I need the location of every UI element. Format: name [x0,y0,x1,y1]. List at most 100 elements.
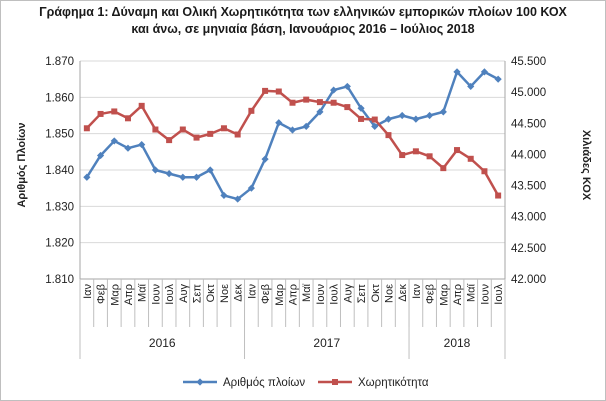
data-point [275,88,282,95]
data-point [344,104,351,111]
month-label: Φεβ [96,284,108,304]
data-point [248,107,255,114]
data-point [220,191,228,200]
data-point [398,111,406,120]
left-tick-label: 1.850 [45,129,74,141]
right-tick-label: 44.000 [511,149,546,161]
data-point [289,99,296,106]
left-tick-label: 1.830 [45,201,74,213]
right-tick-label: 43.500 [511,181,546,193]
data-point [234,195,242,203]
data-point [166,137,173,144]
data-point [220,125,227,132]
month-label: Απρ [123,284,135,305]
month-label: Σεπ [356,284,368,304]
month-label: Δεκ [397,284,409,302]
data-point [453,68,461,76]
right-tick-label: 44.500 [511,118,546,130]
month-label: Απρ [452,284,464,305]
data-point [165,170,173,178]
data-point [357,104,365,112]
legend-marker [196,378,204,386]
data-point [124,144,132,152]
legend-label: Αριθμός πλοίων [223,377,305,389]
data-point [192,173,201,181]
data-point [302,122,310,130]
right-tick-label: 45.000 [511,87,546,99]
month-label: Φεβ [425,284,437,304]
year-label: 2018 [444,336,471,350]
month-label: Οκτ [205,283,217,302]
series-line [85,70,499,201]
left-axis-title: Αριθμός Πλοίων [16,122,28,207]
month-label: Ιουν [315,284,327,305]
data-point [330,99,337,106]
chart-title-line2: και άνω, σε μηνιαία βάση, Ιανουάριος 201… [131,22,475,36]
data-point [467,155,474,162]
series-line [85,89,500,197]
data-point [138,140,146,149]
left-tick-label: 1.820 [45,238,74,250]
month-label: Αυγ [178,284,190,303]
month-label: Ιουν [150,284,162,305]
data-point [425,111,434,120]
data-point [262,87,269,94]
month-label: Σεπ [192,284,204,304]
chart-title-line1: Γράφημα 1: Δύναμη και Ολική Χωρητικότητα… [39,5,567,19]
left-axis-tick-labels: 1.810 1.820 1.830 1.840 1.850 1.860 1.870 [45,56,74,286]
data-point [316,108,324,116]
data-point [330,86,338,94]
month-label: Ιαν [246,284,258,299]
month-label: Μαρ [438,284,450,306]
month-label: Αυγ [342,284,354,303]
legend-label: Χωρητικότητα [358,377,429,389]
axes [79,61,506,359]
data-point [83,173,91,181]
data-point [96,151,105,160]
right-tick-label: 42.000 [511,274,546,286]
data-point [179,126,186,133]
data-point [495,192,502,199]
left-tick-label: 1.860 [45,92,74,104]
data-point [83,125,90,132]
data-point [426,153,433,160]
right-tick-label: 42.500 [511,243,546,255]
series-layer [83,68,502,203]
data-point [480,68,489,76]
month-label: Ιουλ [493,284,505,305]
data-point [207,130,214,137]
data-point [358,115,365,122]
data-point [371,116,378,123]
data-point [206,166,214,174]
right-tick-label: 45.500 [511,56,546,68]
data-point [399,152,406,159]
x-axis-month-labels: Ιαν Φεβ Μαρ Απρ Μαϊ Ιουν Ιουλ Αυγ Σεπ Οκτ Νοε Δεκ Ια… [82,283,505,305]
data-point [467,82,475,91]
legend-marker [332,379,338,385]
data-point [151,166,160,174]
month-label: Δεκ [233,284,245,302]
year-label: 2016 [149,336,176,350]
month-label: Μαϊ [301,283,313,302]
month-label: Μαρ [109,284,121,306]
left-tick-label: 1.840 [45,165,74,177]
data-point [440,165,447,172]
left-tick-label: 1.870 [45,56,74,68]
data-point [303,96,310,103]
data-point [261,155,269,163]
data-point [494,75,502,83]
right-tick-label: 43.000 [511,212,546,224]
data-point [179,173,187,181]
data-point [481,168,488,175]
data-point [412,115,420,123]
chart-title: Γράφημα 1: Δύναμη και Ολική Χωρητικότητα… [10,4,596,38]
year-label: 2017 [313,336,340,350]
data-point [152,126,159,133]
data-point [124,115,131,122]
data-point [412,148,419,155]
data-point [110,137,118,145]
month-label: Νοε [383,284,395,303]
x-axis-year-labels: 2016 2017 2018 [149,336,471,350]
data-point [275,119,283,127]
data-point [288,126,297,134]
